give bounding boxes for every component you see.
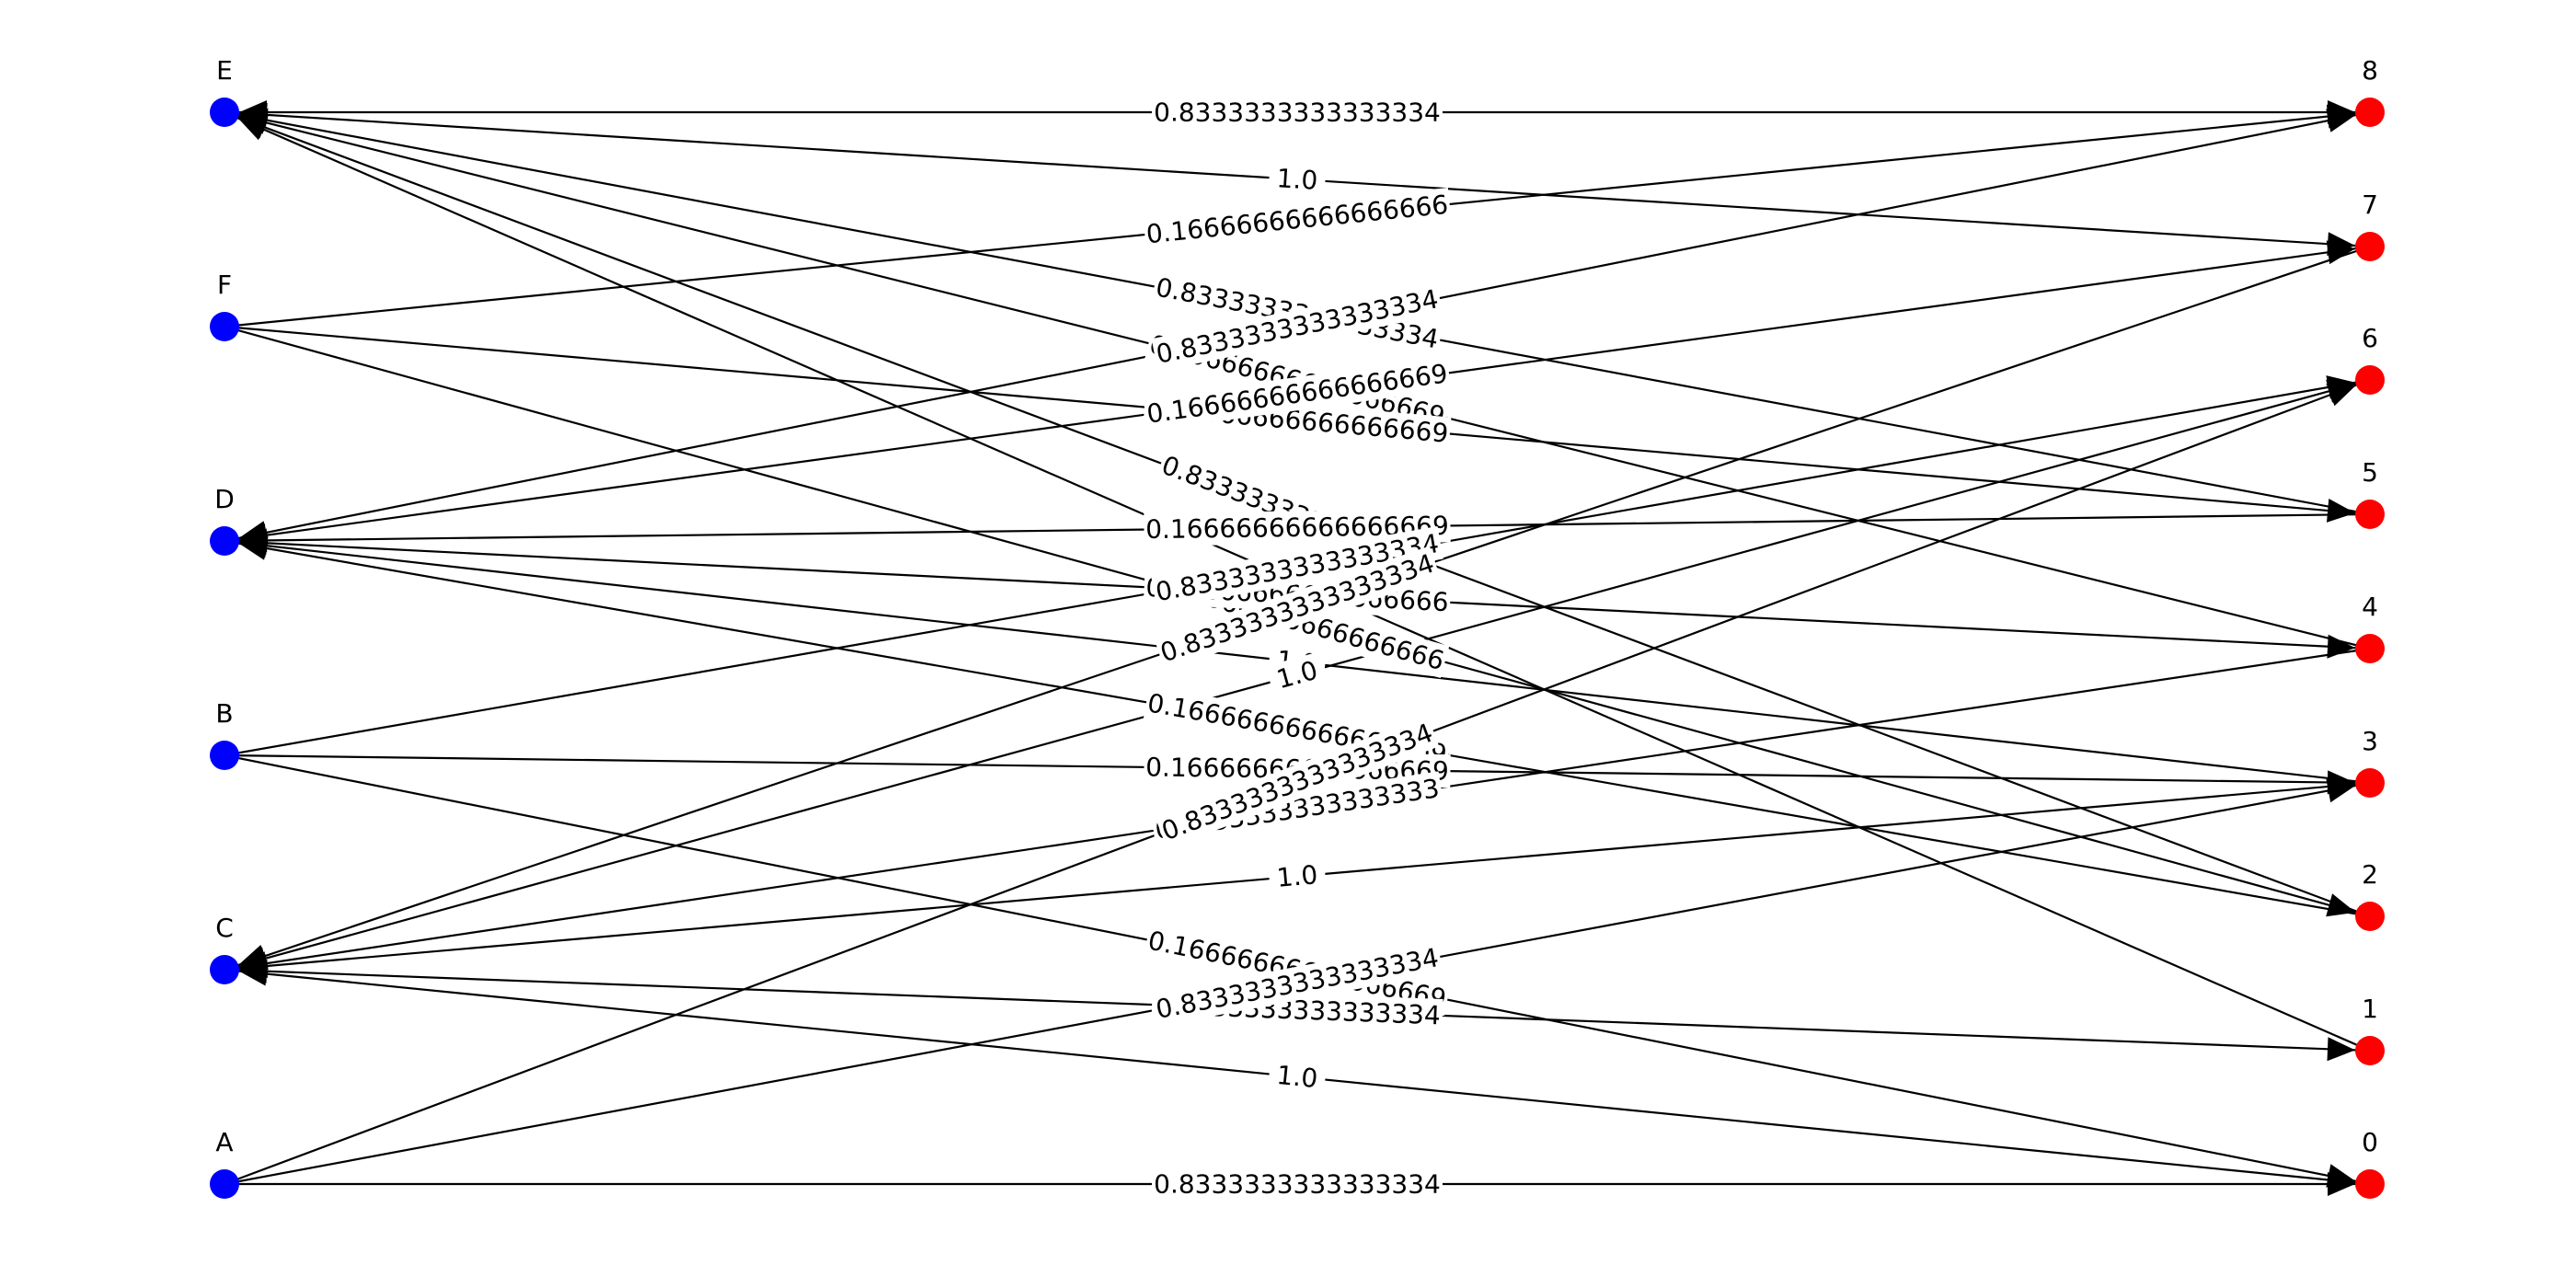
node-label-8: 8 [2362, 55, 2378, 86]
node-A [210, 1169, 239, 1199]
edge-label-group: 1.0 [1268, 857, 1327, 896]
node-label-E: E [216, 55, 233, 86]
node-label-4: 4 [2362, 592, 2378, 622]
node-3 [2355, 768, 2385, 798]
arrow-head-icon [2327, 1037, 2355, 1062]
edge-label-background [1151, 771, 1443, 847]
edge-label: 0.8333333333333334 [1154, 98, 1441, 128]
edge-label-group: 0.8333333333333334 [1152, 1167, 1443, 1201]
arrow-head-icon [238, 536, 269, 560]
edge-label-background [1154, 546, 1441, 671]
edge-label-background [1152, 96, 1443, 129]
node-label-2: 2 [2362, 859, 2378, 890]
node-7 [2355, 232, 2385, 261]
node-2 [2355, 902, 2385, 931]
edge-label-group: 0.8333333333333334 [1152, 96, 1443, 129]
edge-label-group: 1.0 [1267, 1057, 1328, 1097]
edge-label-background [1151, 526, 1443, 609]
node-label-A: A [215, 1127, 233, 1157]
edge-label-background [1267, 1057, 1328, 1097]
edge-label: 1.0 [1275, 859, 1318, 893]
arrow-head-icon [2327, 499, 2356, 523]
node-E [210, 98, 239, 127]
node-label-D: D [214, 484, 235, 514]
node-label-1: 1 [2362, 994, 2378, 1024]
node-label-5: 5 [2362, 457, 2378, 488]
edge-label-background [1143, 356, 1452, 431]
arrow-head-icon [2328, 1172, 2355, 1196]
arrow-head-icon [238, 961, 269, 986]
edge-label: 1.0 [1276, 163, 1319, 196]
node-F [210, 312, 239, 341]
arrow-head-icon [2326, 778, 2356, 803]
arrow-head-icon [2327, 634, 2355, 659]
node-0 [2355, 1169, 2385, 1199]
node-6 [2355, 365, 2385, 395]
node-label-C: C [215, 913, 234, 943]
edge-label-background [1151, 940, 1443, 1027]
node-label-B: B [215, 698, 233, 729]
node-5 [2355, 500, 2385, 529]
edge-label-background [1152, 1167, 1443, 1201]
edge-label-background [1268, 857, 1327, 896]
edge-label-background [1268, 161, 1327, 198]
node-label-7: 7 [2362, 190, 2378, 220]
edge-label-background [1151, 282, 1443, 372]
node-B [210, 741, 239, 770]
node-C [210, 955, 239, 984]
node-label-0: 0 [2362, 1127, 2378, 1157]
edge-label-background [1143, 188, 1452, 251]
node-label-6: 6 [2362, 323, 2378, 353]
node-label-3: 3 [2362, 726, 2378, 756]
arrow-head-icon [2326, 109, 2356, 132]
node-4 [2355, 634, 2385, 663]
edge-label: 0.8333333333333334 [1154, 1169, 1441, 1200]
edge-label-background [1144, 509, 1451, 546]
edge-labels-layer: 0.8333333333333334 1.0 0.8333333333333334 0… [1143, 96, 1452, 1201]
nodes-layer: E F D B C A 8 7 6 5 4 3 2 1 0 [210, 55, 2385, 1199]
node-1 [2355, 1036, 2385, 1065]
edge-label-group: 1.0 [1268, 161, 1327, 198]
node-label-F: F [217, 270, 232, 300]
arrow-head-icon [237, 118, 269, 141]
edge-label-background [1265, 651, 1329, 698]
edge-label: 1.0 [1275, 1060, 1319, 1094]
node-8 [2355, 98, 2385, 127]
edge-label-group: 0.16666666666666666 [1143, 188, 1452, 251]
node-D [210, 526, 239, 556]
edge-label: 0.16666666666666666 [1144, 190, 1449, 250]
edge-label-background [1155, 715, 1440, 849]
arrow-head-icon [2326, 384, 2356, 407]
